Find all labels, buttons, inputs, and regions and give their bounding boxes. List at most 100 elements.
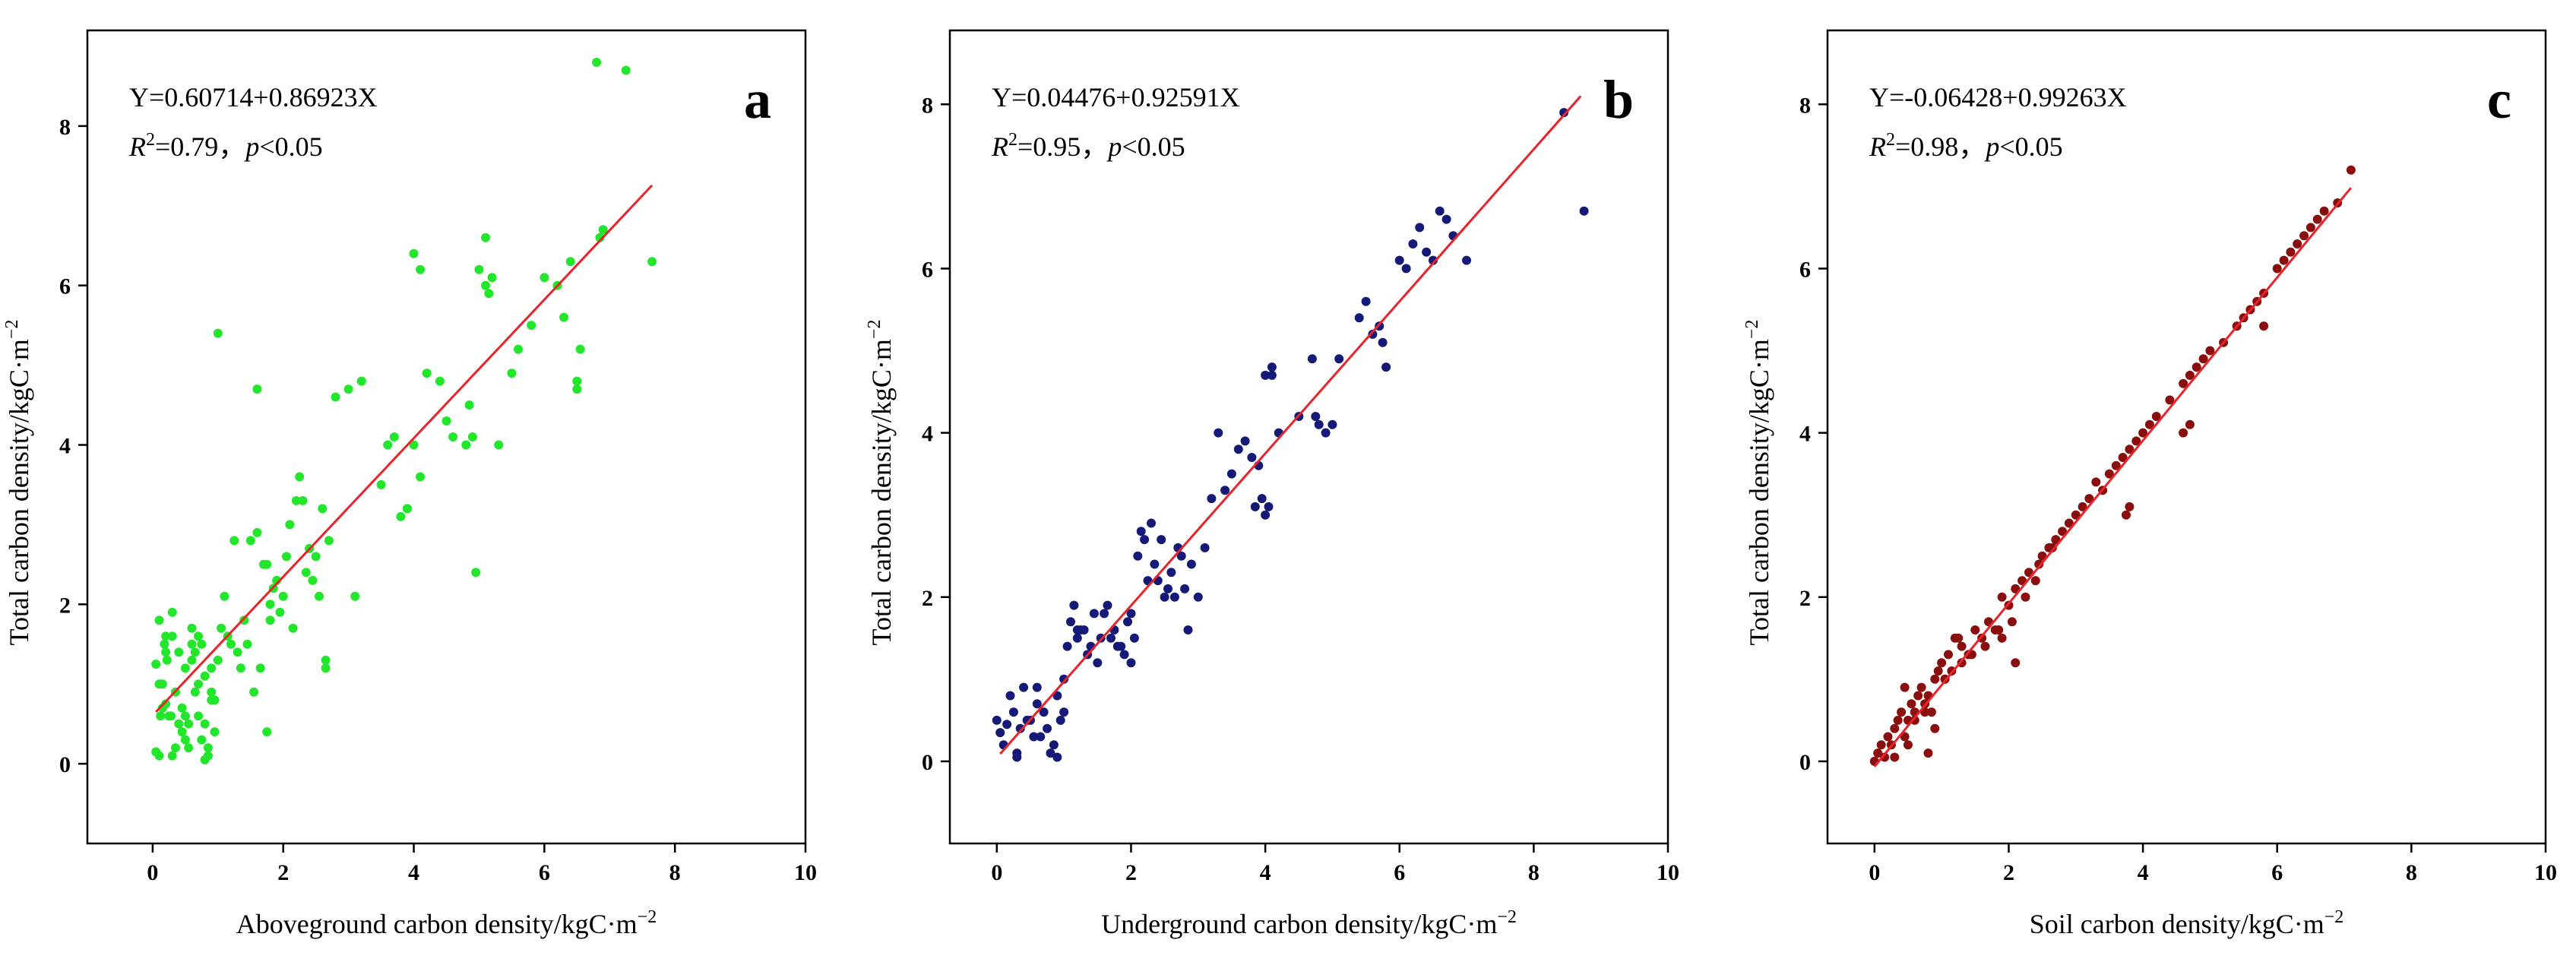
data-point — [1462, 255, 1471, 265]
data-point — [409, 248, 419, 258]
data-point — [171, 743, 180, 753]
data-point — [1893, 715, 1903, 725]
data-point — [295, 472, 305, 482]
x-tick-label: 2 — [277, 860, 289, 885]
data-point — [233, 647, 242, 657]
x-tick-label: 10 — [794, 860, 817, 885]
data-point — [1328, 419, 1337, 429]
data-point — [2021, 592, 2030, 602]
data-point — [2165, 395, 2175, 405]
x-tick-label: 10 — [1657, 860, 1679, 885]
data-point — [1183, 625, 1193, 634]
data-point — [210, 727, 220, 737]
y-tick-label: 0 — [59, 752, 71, 777]
regression-line — [1873, 187, 2353, 767]
data-point — [1022, 715, 1032, 725]
data-point — [1401, 264, 1411, 274]
data-point — [1119, 650, 1129, 660]
data-point — [1129, 633, 1139, 643]
x-tick-label: 8 — [2406, 860, 2417, 885]
data-point — [226, 639, 236, 649]
data-point — [484, 289, 494, 299]
data-point — [157, 679, 167, 689]
data-point — [1883, 732, 1893, 742]
data-point — [995, 728, 1005, 738]
data-point — [265, 600, 275, 609]
data-point — [174, 647, 184, 657]
data-point — [1123, 617, 1132, 627]
y-axis-title: Total carbon density/kgC·m−2 — [2, 320, 34, 646]
data-point — [2299, 231, 2309, 241]
data-point — [350, 591, 360, 601]
x-axis-title: Aboveground carbon density/kgC·m−2 — [236, 907, 657, 939]
x-tick-label: 6 — [539, 860, 550, 885]
data-point — [1226, 469, 1236, 479]
data-point — [1394, 255, 1404, 265]
data-point — [2104, 469, 2114, 479]
data-point — [1994, 625, 2004, 634]
data-point — [1897, 707, 1907, 717]
data-point — [1907, 699, 1916, 709]
data-point — [2279, 255, 2289, 265]
x-tick-label: 4 — [2138, 860, 2149, 885]
data-point — [161, 647, 171, 657]
data-point — [1321, 428, 1331, 438]
data-point — [2011, 658, 2021, 668]
data-point — [2111, 460, 2121, 470]
data-point — [1029, 732, 1039, 742]
data-point — [1930, 674, 1940, 684]
data-point — [1264, 502, 1274, 511]
data-point — [992, 715, 1002, 725]
data-point — [1163, 584, 1172, 593]
data-point — [194, 679, 203, 689]
data-point — [1214, 428, 1223, 438]
data-point — [197, 735, 207, 745]
data-point — [1233, 445, 1243, 454]
data-point — [1193, 592, 1203, 602]
data-point — [1240, 436, 1250, 446]
x-tick-label: 2 — [1125, 860, 1137, 885]
y-tick-label: 4 — [59, 433, 71, 458]
data-point — [409, 440, 419, 450]
data-point — [2179, 378, 2188, 388]
data-point — [245, 536, 255, 546]
data-point — [1559, 108, 1569, 118]
x-tick-label: 10 — [2534, 860, 2557, 885]
data-point — [252, 527, 262, 537]
data-point — [2125, 502, 2135, 511]
data-point — [288, 623, 298, 633]
data-point — [389, 432, 399, 441]
x-tick-label: 8 — [1528, 860, 1540, 885]
data-point — [2293, 239, 2302, 248]
data-point — [1072, 625, 1082, 634]
x-tick-label: 4 — [1260, 860, 1271, 885]
data-point — [403, 504, 412, 514]
data-point — [1904, 740, 1913, 750]
data-point — [2179, 428, 2188, 438]
data-point — [1072, 633, 1082, 643]
data-point — [1267, 362, 1277, 372]
data-point — [1890, 723, 1900, 733]
data-point — [1180, 584, 1190, 593]
data-point — [1579, 206, 1589, 216]
data-point — [262, 559, 272, 569]
data-point — [1926, 707, 1936, 717]
data-point — [2259, 321, 2269, 331]
data-point — [1126, 658, 1136, 668]
y-tick-label: 8 — [59, 115, 71, 140]
data-point — [1361, 296, 1371, 306]
x-tick-label: 0 — [147, 860, 158, 885]
data-point — [1055, 715, 1065, 725]
data-point — [1880, 752, 1890, 762]
data-point — [1069, 600, 1079, 610]
data-point — [1913, 691, 1923, 701]
data-point — [1019, 682, 1029, 692]
data-point — [1873, 748, 1883, 758]
data-point — [161, 631, 171, 641]
data-point — [1997, 592, 2007, 602]
y-axis-title: Total carbon density/kgC·m−2 — [1742, 320, 1774, 646]
data-point — [487, 273, 497, 283]
data-point — [1933, 666, 1943, 676]
data-point — [2064, 518, 2074, 528]
